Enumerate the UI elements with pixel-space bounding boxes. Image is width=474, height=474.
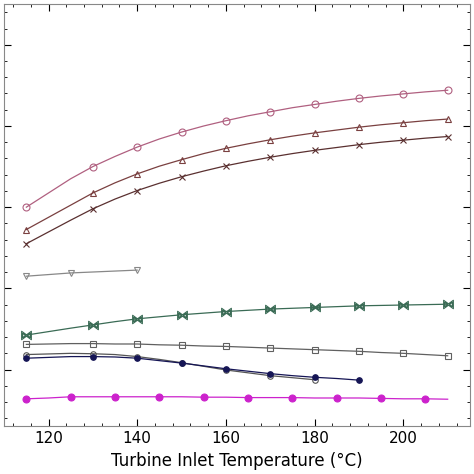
X-axis label: Turbine Inlet Temperature (°C): Turbine Inlet Temperature (°C) — [111, 452, 363, 470]
